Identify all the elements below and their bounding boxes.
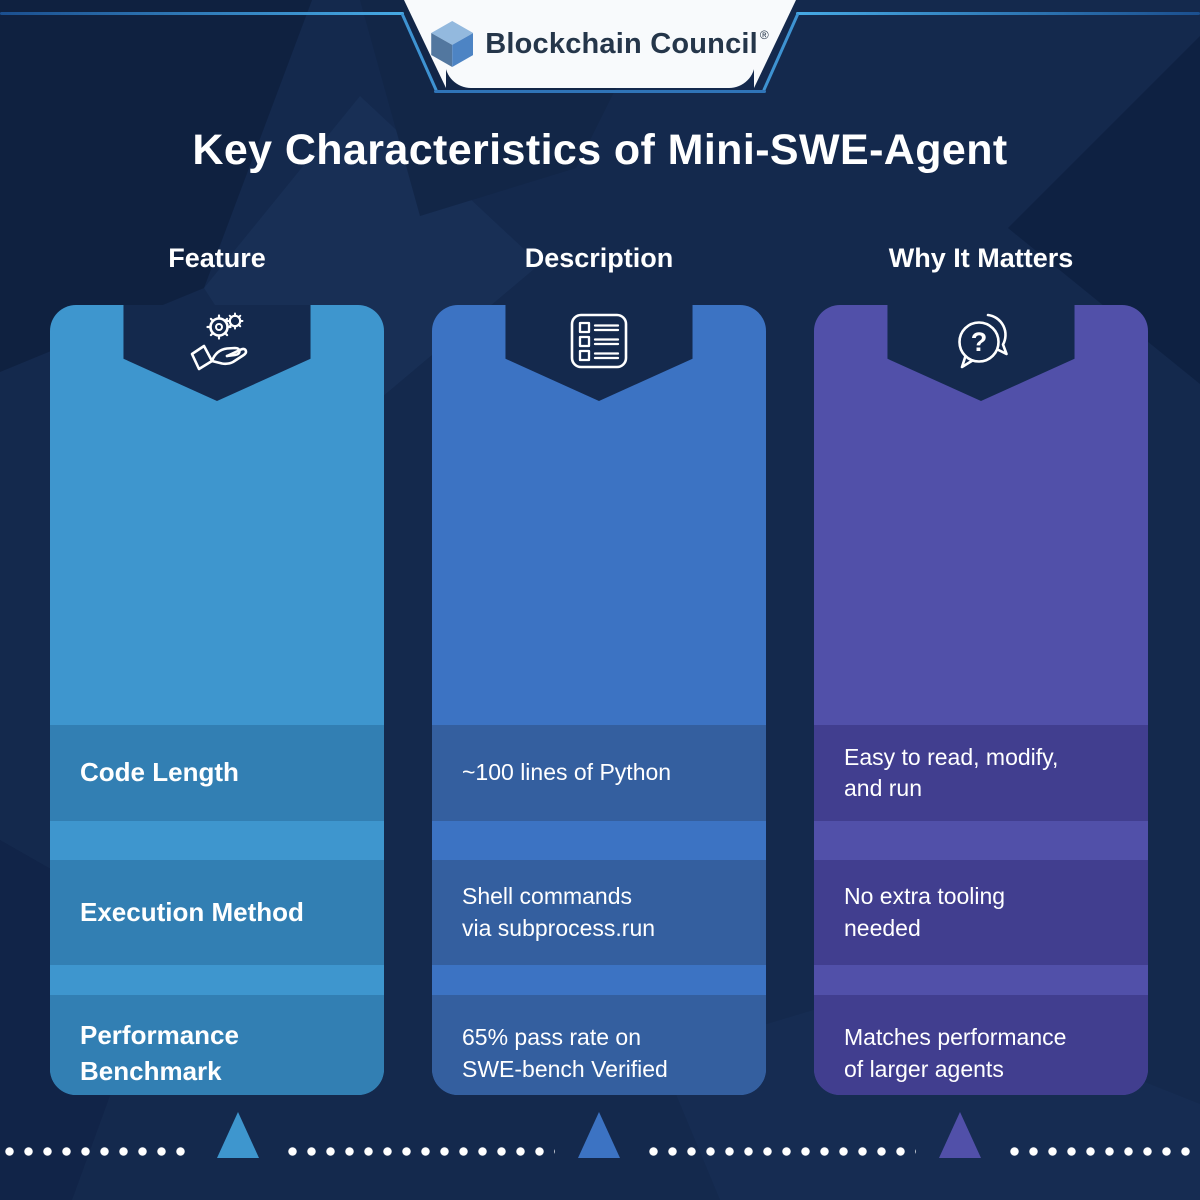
hand-gears-icon — [190, 312, 248, 371]
description-column: ~100 lines of Python Shell commands via … — [432, 305, 766, 1095]
description-row: 65% pass rate on SWE-bench Verified — [432, 995, 766, 1095]
column-header-description: Description — [524, 243, 674, 273]
why-it-matters-column: ? Easy to read, modify, and run No extra… — [814, 305, 1148, 1095]
checklist-icon — [570, 313, 628, 369]
feature-column: Code Length Execution Method Performance… — [50, 305, 384, 1095]
question-bubble-icon: ? — [958, 313, 1008, 369]
feature-rows: Code Length Execution Method Performance… — [50, 725, 384, 1095]
description-row: ~100 lines of Python — [432, 725, 766, 821]
footer-dotted-line — [283, 1147, 555, 1156]
svg-text:?: ? — [971, 327, 988, 357]
feature-row: Code Length — [50, 725, 384, 821]
column-marker-triangle — [939, 1112, 981, 1158]
column-marker-triangle — [578, 1112, 620, 1158]
registered-mark: ® — [759, 27, 769, 42]
banner-accent-line — [796, 12, 1200, 15]
cube-logo-icon — [431, 21, 474, 67]
footer-dotted-line — [0, 1147, 194, 1156]
description-rows: ~100 lines of Python Shell commands via … — [432, 725, 766, 1095]
why-row: Matches performance of larger agents — [814, 995, 1148, 1095]
why-row: Easy to read, modify, and run — [814, 725, 1148, 821]
brand-logo: Blockchain Council ® — [0, 0, 1200, 88]
feature-row: Execution Method — [50, 860, 384, 965]
column-header-feature: Feature — [168, 243, 266, 273]
page-title: Key Characteristics of Mini-SWE-Agent — [192, 126, 1008, 174]
footer-dotted-line — [1005, 1147, 1200, 1156]
brand-name: Blockchain Council ® — [485, 27, 769, 60]
column-header-why-it-matters: Why It Matters — [888, 243, 1074, 273]
banner-accent-line — [434, 90, 766, 93]
why-it-matters-rows: Easy to read, modify, and run No extra t… — [814, 725, 1148, 1095]
column-marker-triangle — [217, 1112, 259, 1158]
why-row: No extra tooling needed — [814, 860, 1148, 965]
footer-dotted-line — [644, 1147, 916, 1156]
description-row: Shell commands via subprocess.run — [432, 860, 766, 965]
feature-row: Performance Benchmark — [50, 995, 384, 1095]
